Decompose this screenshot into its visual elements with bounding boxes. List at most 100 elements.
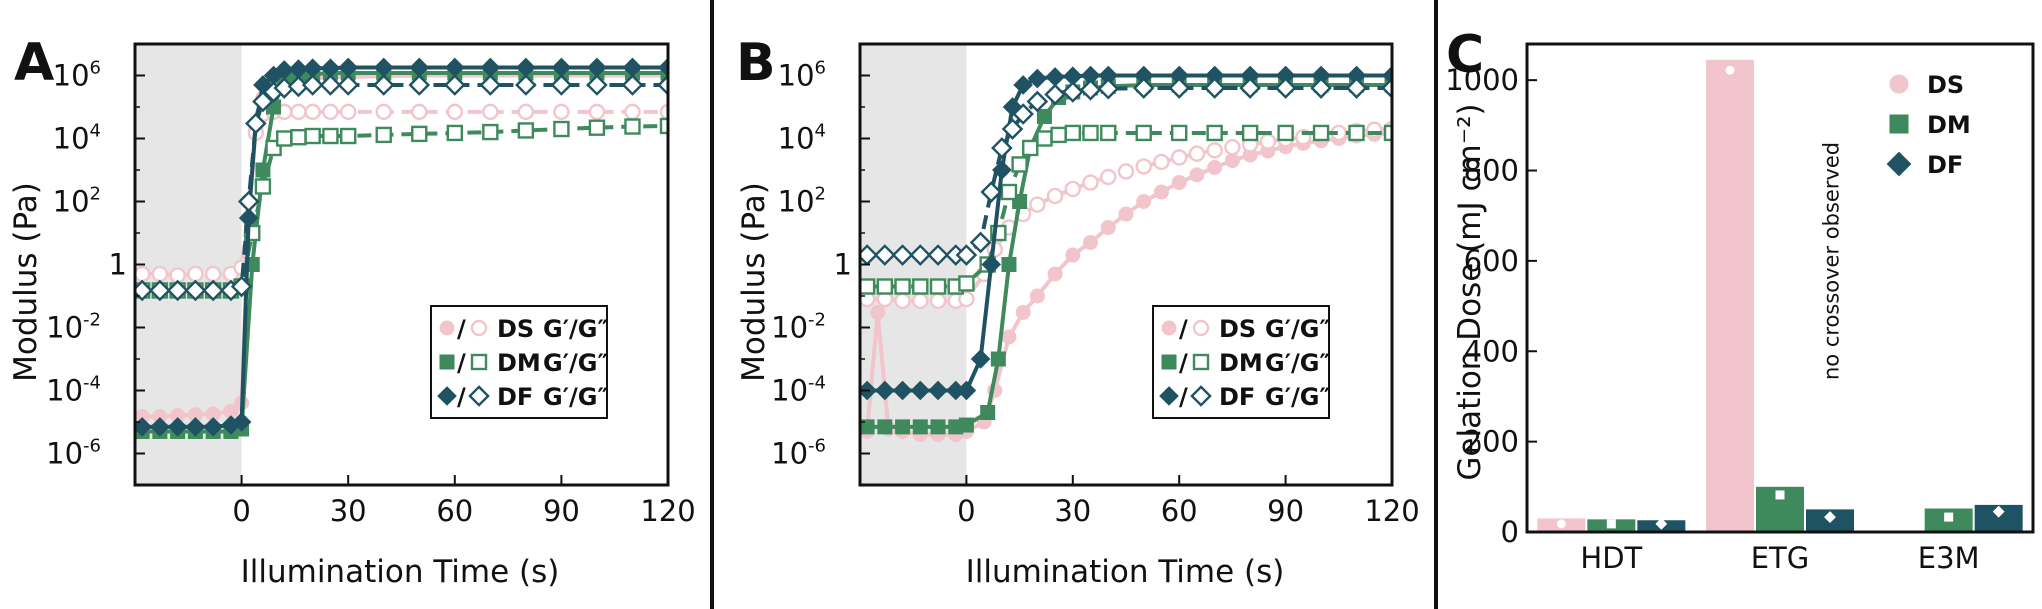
legend-marker-filled [437,386,457,406]
data-point [621,74,644,96]
bar-point [1655,517,1668,530]
data-point [1022,139,1039,157]
panel-label: C [1446,25,1484,85]
legend-suffix: G′/G″ [1265,383,1330,411]
panel-label: B [736,33,776,93]
data-point [185,417,206,437]
x-tick-label: 90 [1267,494,1304,528]
data-point [912,419,928,435]
panel-c: C Gelation Dose (mJ cm⁻²) HDT ETG E3M 0 200 4… [1445,25,2035,575]
data-point [238,208,259,228]
y-tick-label: 0 [1501,515,1519,549]
data-point [231,412,252,432]
bar-point [1824,511,1836,523]
data-point [446,124,463,142]
data-point [1136,194,1152,209]
data-point [1153,153,1170,171]
data-point [1082,174,1099,191]
data-point [290,103,307,121]
legend-marker [1889,74,1909,94]
legend: / DS G′/G″ / DM G′/G″ / DF G′/G″ [1152,305,1330,419]
data-point [482,123,499,141]
data-point [1345,77,1368,99]
data-point [1064,180,1082,198]
data-point [991,137,1013,159]
data-point [517,103,535,121]
data-point [1064,124,1082,142]
data-point [1117,163,1135,180]
data-point [1277,124,1294,142]
y-tick-label: 102 [778,184,826,219]
data-point [958,290,975,308]
data-point [301,74,324,96]
data-point [1100,124,1117,142]
data-point [875,380,895,401]
data-point [969,231,992,254]
data-point [1168,77,1190,99]
data-point [319,74,342,96]
panel-b: B Modulus (Pa) Illumination Time (s) 0 30… [736,33,1420,590]
data-point [187,265,204,283]
data-point [1135,124,1152,142]
data-point [1012,103,1034,125]
data-point [912,278,929,295]
y-tick-label: 102 [53,184,101,219]
data-point [958,275,975,292]
data-point [1188,145,1206,162]
data-point [980,181,1003,203]
bar-point [1944,512,1954,522]
legend-marker-open [470,353,488,371]
y-axis-label: Modulus (Pa) [8,182,44,382]
legend-suffix: G′/G″ [543,383,608,411]
legend-label: DS [1927,71,1964,99]
x-axis-label: Illumination Time (s) [241,554,560,590]
data-point [1170,124,1188,142]
legend-marker-filled [439,354,455,370]
data-point [910,380,931,401]
data-point [1348,124,1365,142]
data-point [1100,168,1117,186]
data-point [444,74,466,96]
data-point [874,244,896,266]
data-point [981,254,1002,275]
y-tick-label: 800 [1464,154,1519,188]
data-point [411,103,428,121]
data-point [1224,138,1241,156]
data-point [479,74,502,96]
data-point [1100,219,1116,235]
legend-label: DF [1927,151,1963,179]
bar [1706,59,1754,532]
data-point [956,380,977,401]
dark-period-shade [860,44,967,485]
data-point [1241,124,1259,142]
data-point [1079,79,1102,101]
data-point [1189,167,1205,183]
legend-label: DS [1219,315,1256,343]
data-point [1001,329,1017,345]
x-tick-label: 60 [1161,494,1198,528]
data-point [1206,142,1223,159]
legend-suffix: G′/G″ [543,349,608,377]
data-point [1044,83,1066,106]
plot-area [135,57,668,439]
data-point [929,292,947,310]
legend: / DS G′/G″ / DM G′/G″ / DF G′/G″ [430,305,608,419]
plot-area [860,65,1392,443]
data-point [408,74,431,96]
data-point [254,178,272,195]
data-point [1011,156,1028,173]
data-point [482,103,499,121]
data-point [877,419,893,435]
y-axis-label: Modulus (Pa) [736,182,772,382]
bar-point [1775,490,1785,500]
panel-a: A Modulus (Pa) Illumination Time (s) 0 30… [8,33,696,590]
data-point [150,417,170,437]
data-point [1170,149,1188,166]
data-point [1239,77,1261,99]
data-point [553,120,570,138]
data-point [1001,257,1017,272]
y-tick-label: 1 [834,248,852,282]
data-point [1026,90,1049,113]
data-point [446,103,463,121]
y-tick-label: 600 [1464,244,1519,278]
